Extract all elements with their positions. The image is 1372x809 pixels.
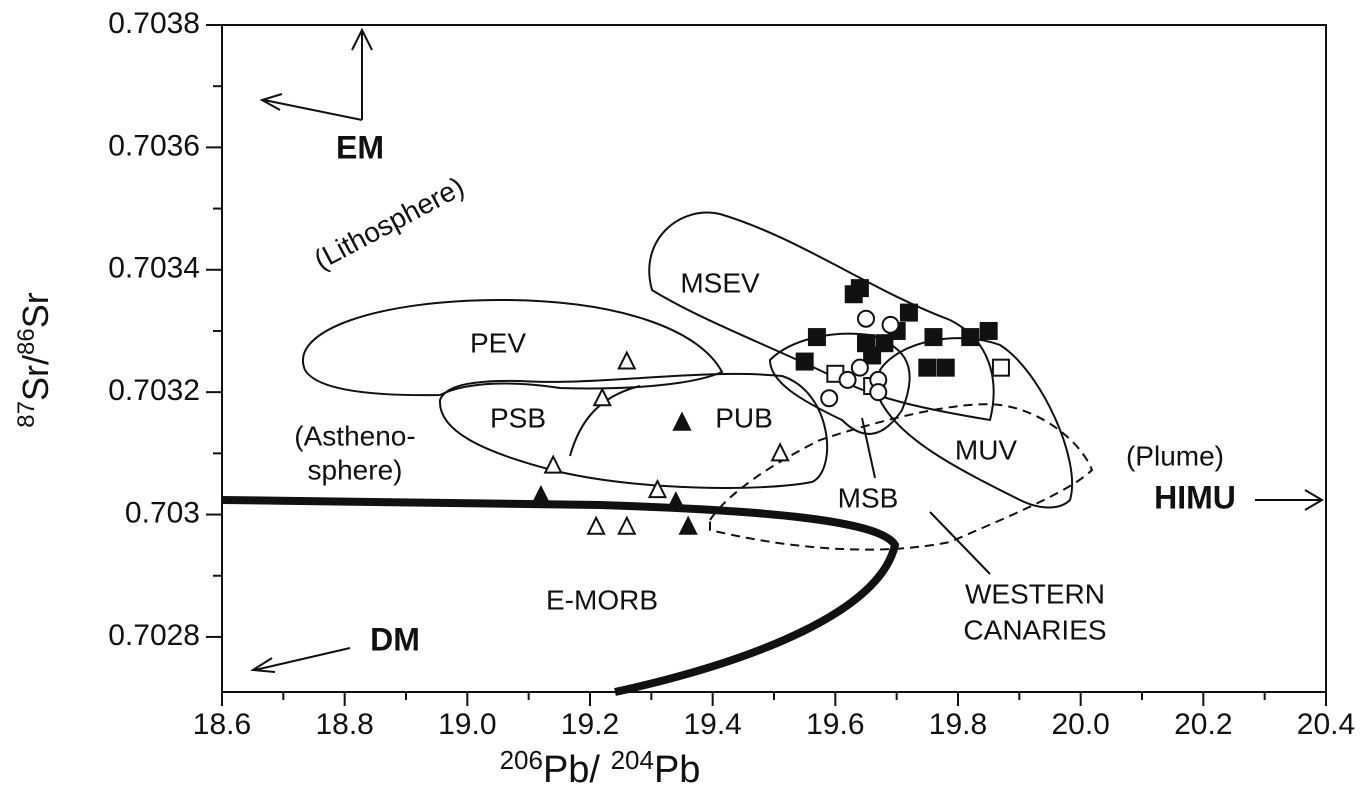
y-tick-label: 0.7038 [108,7,200,40]
psb-field [438,372,829,489]
annotation: E-MORB [546,584,658,615]
annotation: PSB [490,402,546,433]
muv-field [879,337,1073,509]
plot-frame [221,24,1327,693]
x-label-part: Pb/ [543,749,611,791]
square-marker [961,328,980,347]
triangle-marker [672,411,692,431]
triangle-marker [647,478,668,499]
circle-marker [857,309,875,328]
annotation: (Plume) [1126,440,1224,471]
x-tick-label: 20.4 [1297,708,1355,741]
y-label-part: 87 [13,401,40,428]
y-label-part: Sr/ [15,355,56,401]
square-marker [918,358,937,377]
pev-field [302,298,724,397]
x-tick-label: 20.0 [1051,708,1109,741]
x-tick-label: 18.6 [193,708,251,741]
dm-arrow [249,647,351,673]
triangle-marker [770,442,790,462]
y-tick-label: 0.703 [125,496,200,529]
himu-arrow [1255,489,1324,511]
x-label-part: Pb [654,749,700,791]
annotation: MSB [838,482,899,513]
triangle-marker [678,515,698,535]
y-label-part: Sr [15,292,56,328]
circle-marker [869,383,888,402]
triangle-marker [586,515,606,535]
square-marker [991,358,1010,377]
western-canaries-field [709,403,1094,551]
square-marker [899,303,918,322]
circle-marker [820,389,839,408]
square-marker [807,328,826,347]
em-arrow [259,27,373,121]
msb-pointer [861,417,876,479]
y-label-part: 86 [13,328,40,355]
msev-field [648,211,995,422]
annotation: DM [370,621,420,657]
circle-marker [881,315,900,334]
square-marker [979,321,998,340]
x-label-part: 204 [611,745,654,775]
x-label-part: 206 [500,745,543,775]
x-axis-label: 206Pb/ 204Pb [500,745,701,791]
pub-boundary [569,385,641,457]
msb-field [768,332,911,435]
triangle-marker [543,454,563,474]
annotation: WESTERN [965,578,1105,609]
square-marker [936,358,955,377]
x-tick-label: 20.2 [1174,708,1232,741]
square-marker [795,352,814,371]
triangle-marker [666,491,686,511]
annotation: MUV [955,434,1018,465]
triangle-marker [617,350,637,370]
x-tick-label: 19.2 [561,708,619,741]
x-tick-label: 19.4 [683,708,741,741]
annotation: (Lithosphere) [309,171,469,276]
square-marker [850,279,869,298]
e-morb-boundary [221,496,900,696]
square-marker [924,328,943,347]
annotation: PEV [470,327,526,358]
y-tick-label: 0.7036 [108,129,200,162]
x-tick-label: 19.6 [806,708,864,741]
x-tick-label: 19.0 [438,708,496,741]
circle-marker [838,370,857,389]
annotation: sphere) [308,454,403,485]
triangle-marker [617,515,637,535]
annotation: CANARIES [963,614,1106,645]
triangle-marker [531,484,551,505]
y-tick-label: 0.7032 [108,374,200,407]
annotation: PUB [715,402,773,433]
annotation: EM [336,129,384,165]
x-tick-label: 18.8 [315,708,373,741]
y-axis-label: 87Sr/86Sr [13,292,55,427]
fields [221,27,1324,696]
y-tick-label: 0.7028 [108,619,200,652]
wc-pointer [929,511,991,575]
triangle-marker [592,387,612,407]
annotation: MSEV [680,267,760,298]
annotations: EM (Lithosphere) PEV PSB PUB MSEV MUV MS… [294,129,1236,657]
y-tick-label: 0.7034 [108,252,200,285]
annotation: HIMU [1154,479,1236,515]
circle-marker [850,358,869,377]
annotation: (Astheno- [294,420,415,451]
x-tick-label: 19.8 [929,708,987,741]
